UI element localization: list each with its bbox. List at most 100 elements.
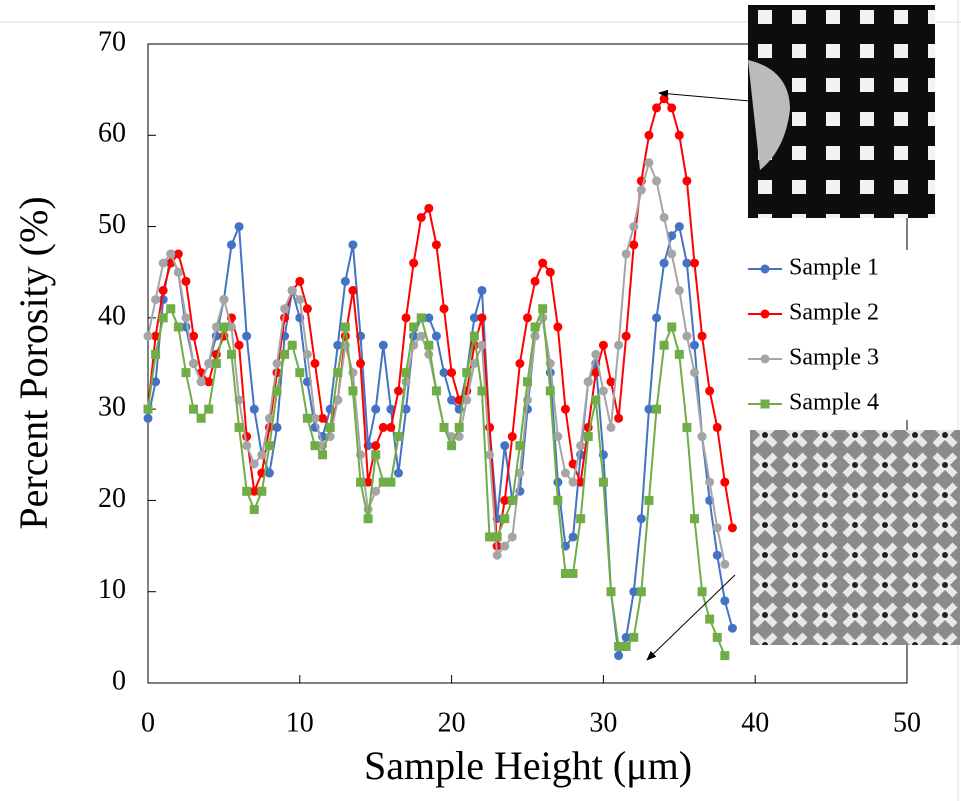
- data-point: [485, 450, 495, 460]
- legend-item: Sample 4: [748, 390, 879, 416]
- y-tick-label: 60: [98, 118, 126, 149]
- data-point: [181, 368, 191, 378]
- data-point: [469, 331, 479, 341]
- data-point: [720, 651, 730, 661]
- data-point: [257, 486, 267, 496]
- data-point: [469, 313, 479, 323]
- series-line: [147, 224, 734, 660]
- data-point: [720, 559, 730, 569]
- data-point: [340, 322, 350, 332]
- data-point: [280, 304, 290, 314]
- data-point: [477, 285, 487, 295]
- data-point: [644, 495, 654, 505]
- data-point: [447, 368, 457, 378]
- data-point: [545, 386, 555, 396]
- data-point: [189, 359, 199, 368]
- data-point: [568, 477, 578, 487]
- data-point: [507, 532, 517, 542]
- data-point: [469, 359, 479, 368]
- data-point: [348, 386, 358, 396]
- data-point: [523, 377, 532, 387]
- data-point: [318, 413, 328, 423]
- data-point: [689, 340, 699, 350]
- x-tick-label: 50: [893, 707, 921, 738]
- data-point: [500, 514, 510, 524]
- y-axis-title: Percent Porosity (%): [11, 196, 56, 529]
- data-point: [424, 203, 434, 213]
- data-point: [386, 477, 396, 487]
- data-point: [598, 386, 608, 396]
- legend-item: Sample 1: [748, 255, 879, 281]
- data-point: [348, 240, 358, 250]
- data-point: [371, 404, 381, 414]
- data-point: [409, 322, 419, 332]
- data-point: [485, 532, 495, 542]
- data-point: [249, 486, 259, 496]
- data-point: [189, 331, 199, 341]
- data-point: [621, 632, 631, 642]
- data-point: [447, 441, 457, 451]
- data-point: [226, 349, 236, 359]
- data-point: [500, 441, 510, 451]
- data-point: [196, 413, 206, 423]
- data-point: [204, 404, 214, 414]
- data-point: [712, 632, 722, 642]
- data-point: [705, 614, 715, 624]
- data-point: [242, 486, 252, 496]
- data-point: [447, 395, 457, 405]
- data-point: [302, 349, 312, 359]
- data-point: [143, 404, 153, 414]
- data-point: [454, 395, 464, 405]
- data-point: [151, 349, 161, 359]
- data-point: [507, 432, 517, 442]
- data-point: [538, 304, 548, 314]
- data-point: [614, 413, 624, 423]
- data-point: [204, 359, 214, 368]
- data-point: [697, 432, 707, 442]
- data-point: [416, 313, 426, 323]
- legend-box: [740, 250, 908, 420]
- y-tick-label: 10: [98, 574, 126, 605]
- data-point: [257, 450, 267, 460]
- data-point: [674, 349, 684, 359]
- data-point: [340, 276, 350, 286]
- data-point: [272, 386, 282, 396]
- data-point: [560, 468, 570, 478]
- data-point: [614, 651, 624, 661]
- data-point: [568, 568, 578, 578]
- data-point: [621, 331, 631, 341]
- insets: [646, 5, 960, 661]
- data-point: [356, 477, 366, 487]
- data-point: [378, 422, 388, 432]
- data-point: [264, 468, 274, 478]
- data-point: [523, 313, 532, 323]
- data-point: [629, 240, 639, 250]
- data-point: [500, 541, 510, 551]
- data-point: [401, 404, 411, 414]
- data-point: [705, 477, 715, 487]
- data-point: [401, 313, 411, 323]
- data-point: [621, 249, 631, 259]
- data-point: [667, 249, 677, 259]
- data-point: [712, 523, 722, 533]
- data-point: [629, 222, 639, 232]
- data-point: [568, 532, 578, 542]
- y-tick-label: 30: [98, 392, 126, 423]
- data-point: [606, 587, 616, 597]
- x-axis-title: Sample Height (μm): [364, 743, 692, 788]
- data-point: [333, 395, 343, 405]
- x-tick-label: 0: [141, 707, 155, 738]
- data-point: [614, 340, 624, 350]
- data-point: [462, 395, 472, 405]
- data-point: [295, 295, 305, 305]
- data-point: [644, 130, 654, 140]
- y-tick-label: 40: [98, 300, 126, 331]
- data-point: [606, 422, 616, 432]
- data-point: [553, 322, 563, 332]
- data-point: [249, 459, 259, 469]
- data-point: [219, 295, 229, 305]
- data-point: [234, 422, 244, 432]
- data-point: [378, 340, 388, 350]
- data-point: [439, 368, 449, 378]
- data-point: [727, 523, 737, 533]
